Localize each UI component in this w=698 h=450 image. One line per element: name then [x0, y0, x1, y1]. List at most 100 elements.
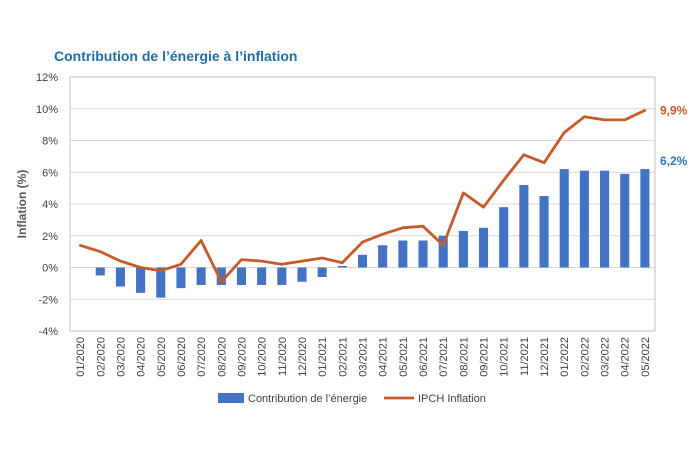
x-tick-label: 11/2020 [277, 337, 289, 376]
x-tick-label: 11/2021 [519, 337, 531, 376]
ipch-end-label: 9,9% [660, 103, 688, 117]
bar [438, 235, 448, 268]
x-tick-label: 03/2021 [358, 337, 370, 377]
legend-swatch-bar [218, 393, 244, 403]
y-tick-label: 10% [36, 104, 58, 116]
line-point [179, 263, 183, 266]
line-point [603, 118, 606, 122]
line-point [462, 191, 465, 195]
bar [136, 267, 146, 293]
y-tick-label: 12% [36, 72, 58, 84]
bar [357, 254, 368, 268]
bar [277, 267, 287, 285]
bar [458, 230, 468, 268]
line-point [542, 161, 546, 164]
bar [620, 173, 630, 268]
line-point [401, 226, 405, 230]
bar [257, 267, 267, 285]
x-tick-label: 03/2022 [600, 337, 612, 377]
x-tick-label: 05/2021 [398, 337, 410, 377]
x-tick-label: 02/2020 [95, 337, 107, 377]
x-tick-label: 05/2020 [156, 337, 168, 377]
x-tick-label: 05/2022 [640, 337, 652, 377]
line-point [260, 259, 263, 263]
legend-label-bar: Contribution de l’énergie [248, 393, 367, 405]
y-tick-label: 6% [42, 167, 58, 179]
x-tick-label: 06/2020 [176, 337, 188, 377]
y-tick-label: 0% [42, 263, 58, 275]
line-point [99, 250, 102, 253]
bar [559, 169, 569, 268]
x-tick-label: 03/2020 [115, 337, 127, 377]
bar [176, 267, 186, 289]
y-tick-label: 2% [42, 231, 58, 243]
line-point [320, 256, 324, 260]
x-tick-label: 02/2022 [579, 337, 591, 377]
line-point [78, 244, 82, 247]
bar [196, 267, 206, 285]
x-tick-label: 01/2021 [317, 337, 329, 377]
plot-border [69, 76, 656, 332]
line-point [421, 225, 425, 228]
y-axis-label: Inflation (%) [15, 170, 29, 239]
y-tick-label: 8% [42, 136, 58, 148]
x-tick-label: 01/2022 [559, 337, 571, 377]
bar [236, 267, 247, 285]
bar [539, 196, 549, 268]
bar [499, 207, 509, 268]
line-point [482, 205, 485, 209]
bar [640, 169, 650, 268]
bar [398, 240, 408, 268]
line-point [563, 131, 566, 134]
line-point [643, 109, 647, 112]
bar [156, 267, 166, 298]
x-tick-label: 06/2021 [418, 337, 430, 377]
line-point [300, 259, 304, 263]
line-point [139, 266, 142, 269]
x-tick-label: 08/2021 [458, 337, 470, 377]
x-tick-label: 07/2021 [438, 337, 450, 377]
x-tick-label: 10/2021 [499, 337, 511, 377]
chart-title: Contribution de l’énergie à l’inflation [54, 48, 298, 64]
bar [95, 267, 105, 276]
x-tick-label: 12/2021 [539, 337, 551, 377]
bar [478, 227, 489, 268]
x-tick-label: 04/2022 [620, 337, 632, 377]
x-tick-label: 09/2021 [479, 337, 491, 377]
bar [337, 265, 347, 268]
y-tick-label: -2% [38, 294, 58, 306]
line-point [522, 153, 526, 156]
bar [519, 184, 529, 268]
x-tick-label: 04/2021 [378, 337, 390, 377]
bar [216, 267, 226, 285]
line-point [119, 259, 122, 263]
bar [579, 170, 589, 268]
bar [297, 267, 307, 282]
line-point [280, 263, 284, 266]
line-point [502, 178, 505, 182]
x-tick-label: 10/2020 [257, 337, 269, 377]
energy-end-label: 6,2% [660, 154, 688, 168]
bar [418, 240, 428, 268]
line-point [361, 240, 364, 244]
x-tick-label: 08/2020 [216, 337, 228, 377]
bar [115, 267, 125, 287]
y-tick-label: 4% [42, 199, 58, 211]
line-point [341, 261, 344, 264]
line-point [381, 232, 384, 236]
x-tick-label: 09/2020 [236, 337, 248, 377]
x-tick-label: 04/2020 [136, 337, 148, 377]
line-point [159, 269, 162, 272]
bar [378, 245, 388, 268]
line-point [441, 244, 445, 247]
bar [600, 170, 610, 268]
y-tick-label: -4% [38, 326, 58, 338]
x-tick-label: 07/2020 [196, 337, 208, 377]
x-tick-label: 01/2020 [75, 337, 87, 377]
line-point [240, 258, 243, 261]
line-point [199, 239, 203, 242]
line-point [583, 115, 586, 118]
line-point [623, 118, 626, 122]
